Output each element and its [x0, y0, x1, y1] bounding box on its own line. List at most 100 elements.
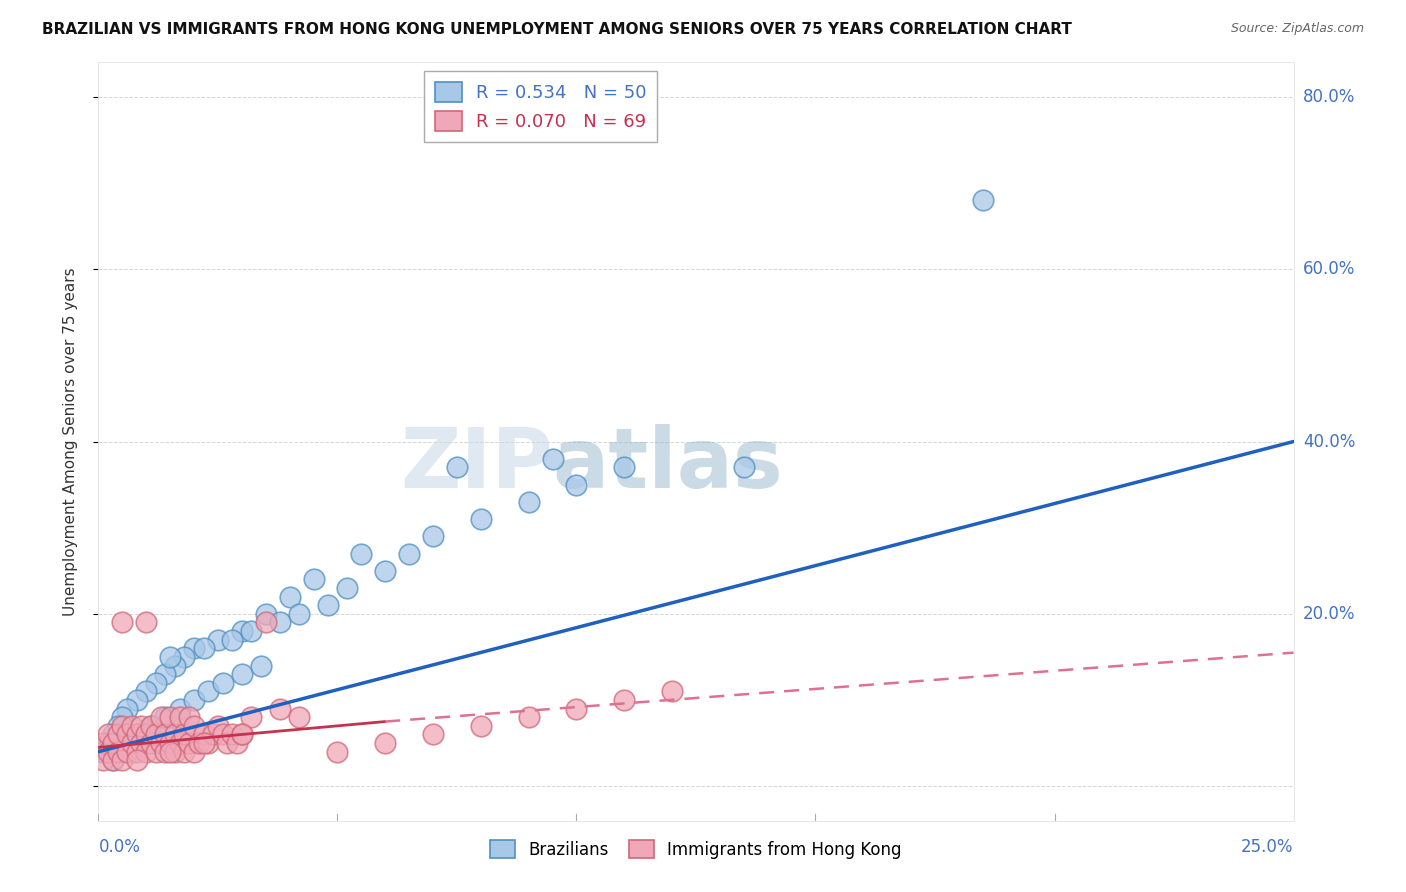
Point: [107, 719, 129, 733]
Point: [326, 745, 349, 759]
Point: [288, 710, 311, 724]
Point: [163, 745, 186, 759]
Point: [336, 581, 359, 595]
Point: [101, 736, 124, 750]
Point: [197, 736, 219, 750]
Point: [193, 736, 215, 750]
Point: [111, 615, 134, 630]
Point: [91, 753, 114, 767]
Point: [145, 727, 167, 741]
Point: [240, 624, 263, 639]
Point: [565, 701, 588, 715]
Point: [121, 719, 143, 733]
Point: [111, 719, 134, 733]
Point: [211, 675, 233, 690]
Point: [350, 547, 373, 561]
Point: [470, 719, 492, 733]
Point: [231, 727, 253, 741]
Point: [972, 194, 994, 208]
Point: [211, 727, 233, 741]
Point: [179, 736, 201, 750]
Point: [115, 727, 138, 741]
Point: [183, 641, 205, 656]
Text: 80.0%: 80.0%: [1303, 88, 1355, 106]
Point: [149, 710, 172, 724]
Point: [316, 599, 339, 613]
Point: [470, 512, 492, 526]
Point: [269, 701, 291, 715]
Point: [173, 649, 195, 664]
Point: [125, 745, 148, 759]
Point: [217, 736, 239, 750]
Point: [193, 727, 215, 741]
Point: [107, 727, 129, 741]
Point: [221, 727, 243, 741]
Point: [163, 727, 186, 741]
Point: [111, 736, 134, 750]
Point: [302, 573, 325, 587]
Point: [422, 727, 444, 741]
Point: [207, 719, 229, 733]
Point: [101, 753, 124, 767]
Point: [155, 727, 177, 741]
Point: [97, 736, 120, 750]
Point: [231, 667, 253, 681]
Point: [155, 745, 177, 759]
Point: [288, 607, 311, 621]
Point: [125, 727, 148, 741]
Point: [541, 451, 564, 466]
Point: [125, 753, 148, 767]
Point: [374, 736, 396, 750]
Point: [91, 736, 114, 750]
Point: [197, 684, 219, 698]
Point: [517, 710, 540, 724]
Point: [125, 727, 148, 741]
Point: [193, 641, 215, 656]
Point: [107, 745, 129, 759]
Point: [169, 736, 191, 750]
Point: [202, 727, 225, 741]
Point: [187, 736, 209, 750]
Point: [221, 632, 243, 647]
Point: [135, 615, 157, 630]
Point: [733, 460, 755, 475]
Point: [91, 745, 114, 759]
Point: [565, 477, 588, 491]
Point: [139, 719, 162, 733]
Text: ZIP: ZIP: [401, 424, 553, 505]
Point: [159, 649, 181, 664]
Text: Source: ZipAtlas.com: Source: ZipAtlas.com: [1230, 22, 1364, 36]
Point: [207, 632, 229, 647]
Point: [135, 745, 157, 759]
Point: [97, 727, 120, 741]
Point: [446, 460, 468, 475]
Point: [139, 719, 162, 733]
Point: [115, 745, 138, 759]
Point: [163, 658, 186, 673]
Text: 25.0%: 25.0%: [1241, 838, 1294, 855]
Point: [169, 701, 191, 715]
Point: [231, 624, 253, 639]
Point: [231, 727, 253, 741]
Point: [422, 529, 444, 543]
Point: [135, 727, 157, 741]
Point: [661, 684, 683, 698]
Point: [155, 667, 177, 681]
Point: [183, 693, 205, 707]
Y-axis label: Unemployment Among Seniors over 75 years: Unemployment Among Seniors over 75 years: [63, 268, 77, 615]
Point: [121, 745, 143, 759]
Point: [101, 753, 124, 767]
Point: [121, 736, 143, 750]
Point: [173, 745, 195, 759]
Point: [169, 710, 191, 724]
Point: [254, 607, 277, 621]
Point: [159, 736, 181, 750]
Point: [173, 727, 195, 741]
Text: 0.0%: 0.0%: [98, 838, 141, 855]
Point: [278, 590, 301, 604]
Point: [111, 753, 134, 767]
Point: [613, 693, 636, 707]
Text: 20.0%: 20.0%: [1303, 605, 1355, 623]
Point: [145, 675, 167, 690]
Point: [398, 547, 420, 561]
